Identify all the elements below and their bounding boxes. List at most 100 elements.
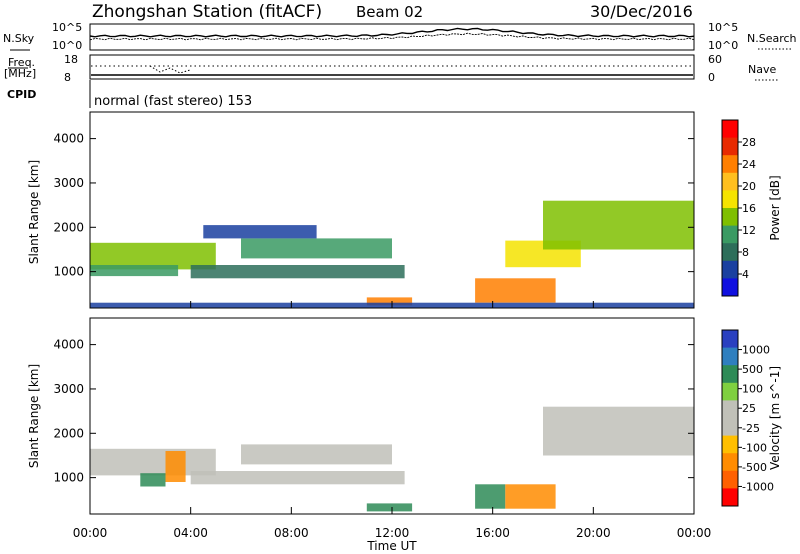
velocity-colorbar: 1000 500 100 25 -25 -100 -500 -1000 Velocity [m… <box>721 329 782 507</box>
noise-right-tick-bottom: 10^0 <box>708 39 738 52</box>
colorbar-block <box>722 278 738 297</box>
colorbar-block <box>722 347 738 366</box>
velocity-colorbar-label: Velocity [m s^-1] <box>768 366 782 470</box>
colorbar-tick-label: -100 <box>742 441 767 454</box>
freq-left-tick-top: 18 <box>64 53 78 66</box>
freq-right-tick-bottom: 0 <box>708 71 715 84</box>
colorbar-tick-label: -25 <box>742 422 760 435</box>
colorbar-block <box>722 225 738 244</box>
noise-panel: N.Sky 10^5 10^0 10^5 10^0 N.Search <box>3 21 797 52</box>
power-panel: 1000 2000 3000 4000 Slant Range [km] <box>27 111 695 309</box>
velocity-panel: 1000 2000 3000 4000 Slant Range [km] <box>27 317 695 515</box>
colorbar-tick-label: 100 <box>742 383 763 396</box>
power-colorbar-blocks <box>722 120 738 297</box>
heatmap-region <box>190 471 405 485</box>
cpid-text: normal (fast stereo) 153 <box>94 94 252 109</box>
noise-search-line <box>89 32 695 41</box>
velocity-yticks: 1000 2000 3000 4000 <box>53 338 694 485</box>
colorbar-tick-label: 24 <box>742 158 756 171</box>
heatmap-region <box>475 278 556 303</box>
heatmap-region <box>241 238 392 259</box>
x-tick-label: 20:00 <box>576 526 611 540</box>
frequency-panel: Freq. [MHz] 18 8 60 0 Nave <box>4 53 778 84</box>
cpid-panel: CPID normal (fast stereo) 153 <box>7 80 252 109</box>
velocity-ylabel: Slant Range [km] <box>27 364 41 468</box>
noise-sky-line <box>89 27 695 38</box>
heatmap-region <box>366 297 413 306</box>
velocity-colorbar-ticks: 1000 500 100 25 -25 -100 -500 -1000 <box>738 344 774 493</box>
colorbar-tick-label: -1000 <box>742 480 774 493</box>
heatmap-region <box>543 406 694 456</box>
nave-label: Nave <box>748 63 776 76</box>
beam-label: Beam 02 <box>356 3 423 21</box>
heatmap-region <box>543 200 694 250</box>
heatmap-region <box>366 503 413 512</box>
colorbar-tick-label: 8 <box>742 246 749 259</box>
freq-label-2: [MHz] <box>4 67 36 80</box>
y-tick-label: 2000 <box>53 220 84 234</box>
colorbar-block <box>722 330 738 349</box>
power-yticks: 1000 2000 3000 4000 <box>53 132 694 279</box>
colorbar-tick-label: 28 <box>742 136 756 149</box>
heatmap-region <box>140 473 166 487</box>
colorbar-block <box>722 382 738 401</box>
noise-left-tick-top: 10^5 <box>52 21 82 34</box>
colorbar-block <box>722 190 738 209</box>
freq-label-1: Freq. <box>8 56 35 69</box>
power-colorbar-label: Power [dB] <box>768 175 782 240</box>
colorbar-block <box>722 435 738 454</box>
heatmap-region <box>475 484 506 509</box>
colorbar-block <box>722 400 738 419</box>
power-colorbar-ticks: 28 24 20 16 12 8 4 <box>738 136 756 281</box>
y-tick-label: 1000 <box>53 265 84 279</box>
heatmap-region <box>90 242 216 270</box>
colorbar-tick-label: 1000 <box>742 344 770 357</box>
date-label: 30/Dec/2016 <box>590 2 693 21</box>
heatmap-region <box>505 484 556 509</box>
colorbar-tick-label: 20 <box>742 180 756 193</box>
colorbar-block <box>722 418 738 437</box>
colorbar-block <box>722 453 738 472</box>
colorbar-block <box>722 155 738 174</box>
y-tick-label: 4000 <box>53 132 84 146</box>
y-tick-label: 3000 <box>53 176 84 190</box>
nave-dip <box>149 65 191 74</box>
x-tick-label: 04:00 <box>173 526 208 540</box>
heatmap-region <box>90 265 179 277</box>
heatmap-region <box>90 448 216 476</box>
colorbar-block <box>722 470 738 489</box>
colorbar-block <box>722 120 738 139</box>
noise-right-tick-top: 10^5 <box>708 21 738 34</box>
freq-left-tick-bottom: 8 <box>64 71 71 84</box>
colorbar-block <box>722 137 738 156</box>
heatmap-region <box>203 225 317 239</box>
colorbar-block <box>722 172 738 191</box>
colorbar-tick-label: 16 <box>742 202 756 215</box>
x-axis-title: Time UT <box>366 539 417 553</box>
station-title: Zhongshan Station (fitACF) <box>92 2 322 22</box>
y-tick-label: 2000 <box>53 426 84 440</box>
heatmap-region <box>241 444 392 465</box>
colorbar-tick-label: 4 <box>742 268 749 281</box>
x-tick-label: 00:00 <box>73 526 108 540</box>
colorbar-tick-label: 12 <box>742 224 756 237</box>
colorbar-tick-label: 25 <box>742 402 756 415</box>
x-tick-label: 08:00 <box>274 526 309 540</box>
x-tick-label: 00:00 <box>677 526 712 540</box>
colorbar-block <box>722 243 738 262</box>
x-tick-label: 12:00 <box>375 526 410 540</box>
noise-left-label: N.Sky <box>3 32 35 45</box>
heatmap-region <box>165 451 186 482</box>
colorbar-block <box>722 365 738 384</box>
colorbar-tick-label: 500 <box>742 363 763 376</box>
power-heatmap <box>90 200 694 308</box>
power-ylabel: Slant Range [km] <box>27 160 41 264</box>
colorbar-block <box>722 260 738 279</box>
colorbar-tick-label: -500 <box>742 461 767 474</box>
velocity-heatmap <box>90 406 694 512</box>
cpid-label: CPID <box>7 88 36 101</box>
colorbar-block <box>722 488 738 507</box>
x-axis: 00:00 04:00 08:00 12:00 16:00 20:00 00:00 <box>73 301 712 540</box>
y-tick-label: 4000 <box>53 338 84 352</box>
